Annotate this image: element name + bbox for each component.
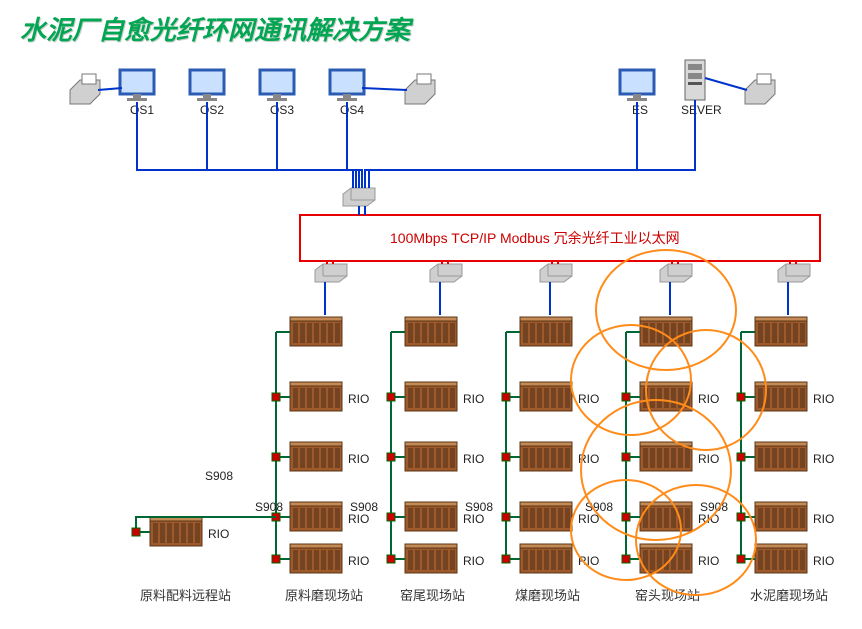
svg-text:OS2: OS2 (200, 103, 224, 117)
svg-text:100Mbps TCP/IP Modbus 冗余光纤工业以: 100Mbps TCP/IP Modbus 冗余光纤工业以太网 (390, 230, 680, 246)
svg-text:窑尾现场站: 窑尾现场站 (400, 588, 465, 603)
svg-text:RIO: RIO (698, 554, 719, 568)
svg-text:S908: S908 (255, 500, 283, 514)
svg-text:RIO: RIO (813, 512, 834, 526)
svg-text:SEVER: SEVER (681, 103, 722, 117)
svg-text:水泥磨现场站: 水泥磨现场站 (750, 588, 828, 603)
svg-text:RIO: RIO (698, 392, 719, 406)
svg-text:RIO: RIO (463, 512, 484, 526)
svg-text:RIO: RIO (348, 512, 369, 526)
svg-text:RIO: RIO (578, 512, 599, 526)
svg-text:RIO: RIO (208, 527, 229, 541)
svg-text:原料配料远程站: 原料配料远程站 (140, 588, 231, 603)
svg-text:ES: ES (632, 103, 648, 117)
svg-text:S908: S908 (205, 469, 233, 483)
svg-text:RIO: RIO (813, 554, 834, 568)
svg-text:RIO: RIO (348, 452, 369, 466)
svg-text:RIO: RIO (813, 392, 834, 406)
svg-text:煤磨现场站: 煤磨现场站 (515, 588, 580, 603)
svg-text:S908: S908 (350, 500, 378, 514)
svg-text:RIO: RIO (463, 392, 484, 406)
svg-text:RIO: RIO (698, 452, 719, 466)
svg-text:OS1: OS1 (130, 103, 154, 117)
svg-text:RIO: RIO (463, 554, 484, 568)
svg-text:RIO: RIO (813, 452, 834, 466)
diagram-svg: OS1 OS2 OS3 OS4 ES SEVER 100Mbps TCP/IP Modbus… (0, 0, 862, 629)
svg-text:S908: S908 (465, 500, 493, 514)
svg-text:RIO: RIO (463, 452, 484, 466)
svg-text:OS4: OS4 (340, 103, 364, 117)
svg-text:RIO: RIO (348, 554, 369, 568)
svg-text:RIO: RIO (578, 392, 599, 406)
svg-text:原料磨现场站: 原料磨现场站 (285, 588, 363, 603)
svg-text:OS3: OS3 (270, 103, 294, 117)
svg-text:S908: S908 (700, 500, 728, 514)
svg-text:RIO: RIO (348, 392, 369, 406)
